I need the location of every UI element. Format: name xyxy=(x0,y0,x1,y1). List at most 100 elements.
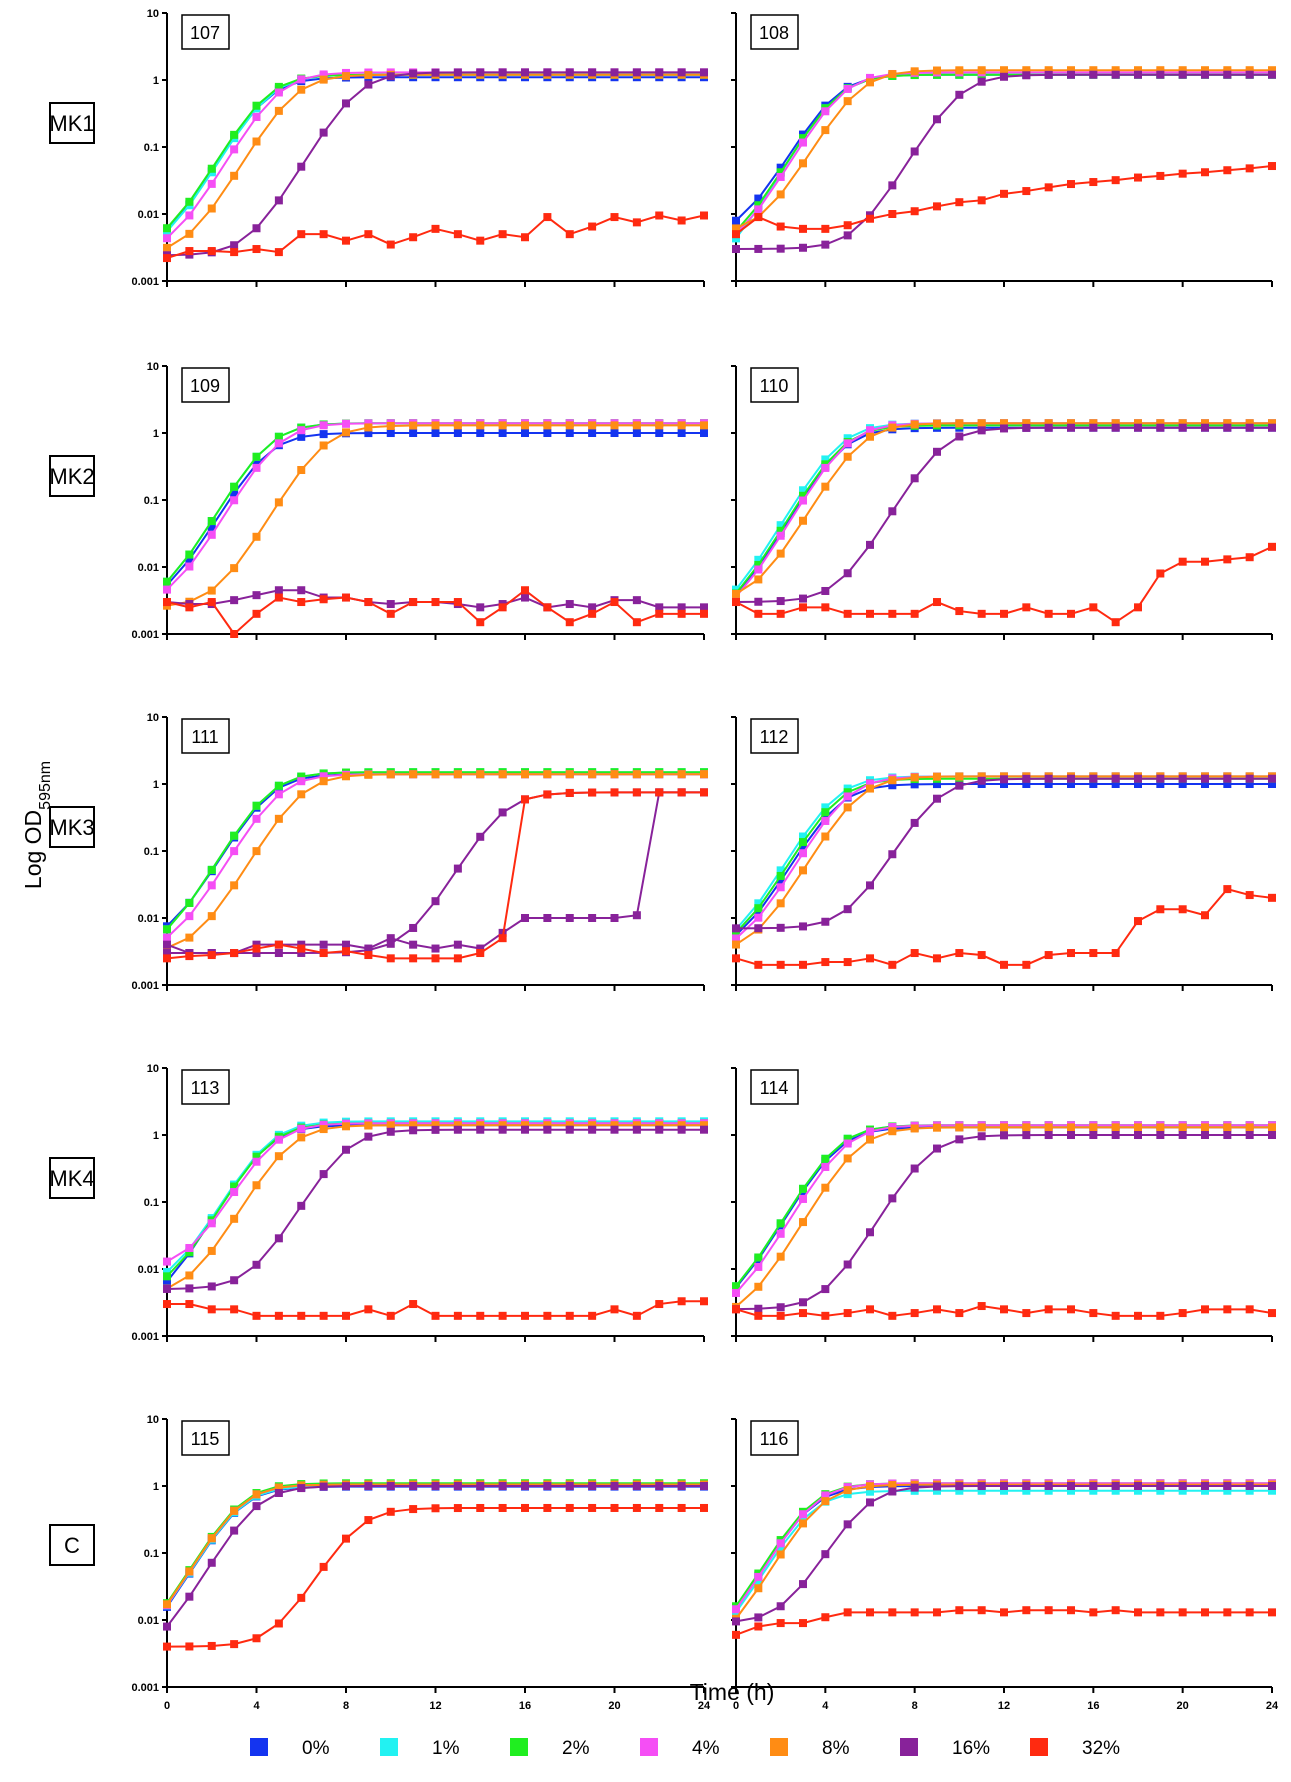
data-point xyxy=(799,134,807,143)
data-point xyxy=(1044,780,1053,789)
data-point xyxy=(1089,1123,1098,1132)
series-line xyxy=(166,422,704,583)
data-point xyxy=(776,549,785,558)
series-line xyxy=(735,422,1272,591)
legend-swatch xyxy=(510,1738,528,1756)
data-point xyxy=(1134,1482,1142,1490)
data-point xyxy=(754,560,763,569)
row-label-box xyxy=(49,455,95,497)
data-point xyxy=(252,245,261,254)
y-tick-label: 10 xyxy=(147,8,159,20)
data-point xyxy=(453,864,462,873)
series-line xyxy=(735,165,1273,235)
data-point xyxy=(163,954,171,963)
data-point xyxy=(297,162,306,171)
data-point xyxy=(252,452,261,461)
data-point xyxy=(1268,66,1276,75)
y-tick-label: 10 xyxy=(147,712,159,724)
data-point xyxy=(543,1311,552,1320)
data-point xyxy=(677,216,686,225)
data-point xyxy=(754,899,763,908)
data-point xyxy=(866,1498,874,1507)
data-point xyxy=(230,145,239,154)
panel-label: 110 xyxy=(760,376,789,396)
panel-label-box xyxy=(750,1069,799,1105)
data-point xyxy=(1156,1486,1165,1495)
data-point xyxy=(207,1246,216,1255)
data-point xyxy=(1156,1482,1165,1490)
data-point xyxy=(910,949,919,958)
data-point xyxy=(498,1121,507,1130)
data-point xyxy=(1022,1606,1031,1615)
panel-label: 108 xyxy=(759,23,789,43)
series-line xyxy=(735,69,1272,230)
data-point xyxy=(821,455,830,464)
data-point xyxy=(453,429,462,438)
data-point xyxy=(521,68,529,77)
y-axis-label: Log OD595nm xyxy=(20,761,54,889)
data-point xyxy=(1156,171,1165,180)
data-point xyxy=(163,940,171,949)
y-tick-label: 1 xyxy=(153,428,159,440)
data-point xyxy=(207,164,216,173)
data-point xyxy=(588,914,597,922)
legend-label: 1% xyxy=(432,1738,460,1759)
data-point xyxy=(163,1300,171,1309)
y-axis-label-sub: 595nm xyxy=(37,761,54,810)
data-point xyxy=(888,1481,897,1490)
data-point xyxy=(1223,419,1232,428)
data-point xyxy=(543,914,552,922)
data-point xyxy=(821,1162,830,1171)
data-point xyxy=(866,1482,874,1491)
data-point xyxy=(977,776,986,785)
data-point xyxy=(230,630,239,638)
data-point xyxy=(431,897,440,906)
data-point xyxy=(1111,1606,1120,1615)
data-point xyxy=(1245,164,1254,173)
data-point xyxy=(1000,1482,1008,1491)
data-point xyxy=(1134,173,1142,182)
data-point xyxy=(185,562,194,571)
data-point xyxy=(498,429,507,438)
data-point xyxy=(342,1122,350,1131)
data-point xyxy=(866,779,874,788)
data-point xyxy=(1178,1123,1187,1132)
data-point xyxy=(1044,774,1053,783)
data-point xyxy=(655,1300,664,1309)
panel-label: 115 xyxy=(191,1429,220,1449)
data-point xyxy=(1201,774,1209,783)
data-point xyxy=(230,564,239,573)
panel-108: 108 xyxy=(731,12,1276,287)
data-point xyxy=(732,216,740,225)
data-point xyxy=(866,540,874,549)
data-point xyxy=(1000,1123,1008,1132)
data-point xyxy=(610,1305,619,1314)
data-point xyxy=(821,1613,830,1622)
legend-label: 4% xyxy=(692,1738,720,1759)
data-point xyxy=(498,1482,507,1490)
data-point xyxy=(776,597,785,606)
legend-swatch xyxy=(640,1738,658,1756)
data-point xyxy=(821,224,830,233)
data-point xyxy=(431,944,440,953)
data-point xyxy=(498,934,507,943)
panel-label: 116 xyxy=(760,1429,789,1449)
data-point xyxy=(732,245,740,254)
data-point xyxy=(230,1276,239,1285)
data-point xyxy=(632,1121,641,1130)
data-point xyxy=(498,808,507,817)
data-point xyxy=(274,1483,283,1492)
data-point xyxy=(431,224,440,233)
data-point xyxy=(977,426,986,435)
data-point xyxy=(1044,1131,1053,1140)
data-point xyxy=(565,1121,574,1130)
row-label: MK4 xyxy=(49,1166,94,1191)
data-point xyxy=(431,1121,440,1130)
data-point xyxy=(342,1482,350,1491)
data-point xyxy=(297,1124,306,1133)
data-point xyxy=(1223,1608,1232,1617)
data-point xyxy=(655,609,664,618)
data-point xyxy=(799,1194,807,1203)
data-point xyxy=(754,1262,763,1271)
row-label-box xyxy=(49,806,95,848)
